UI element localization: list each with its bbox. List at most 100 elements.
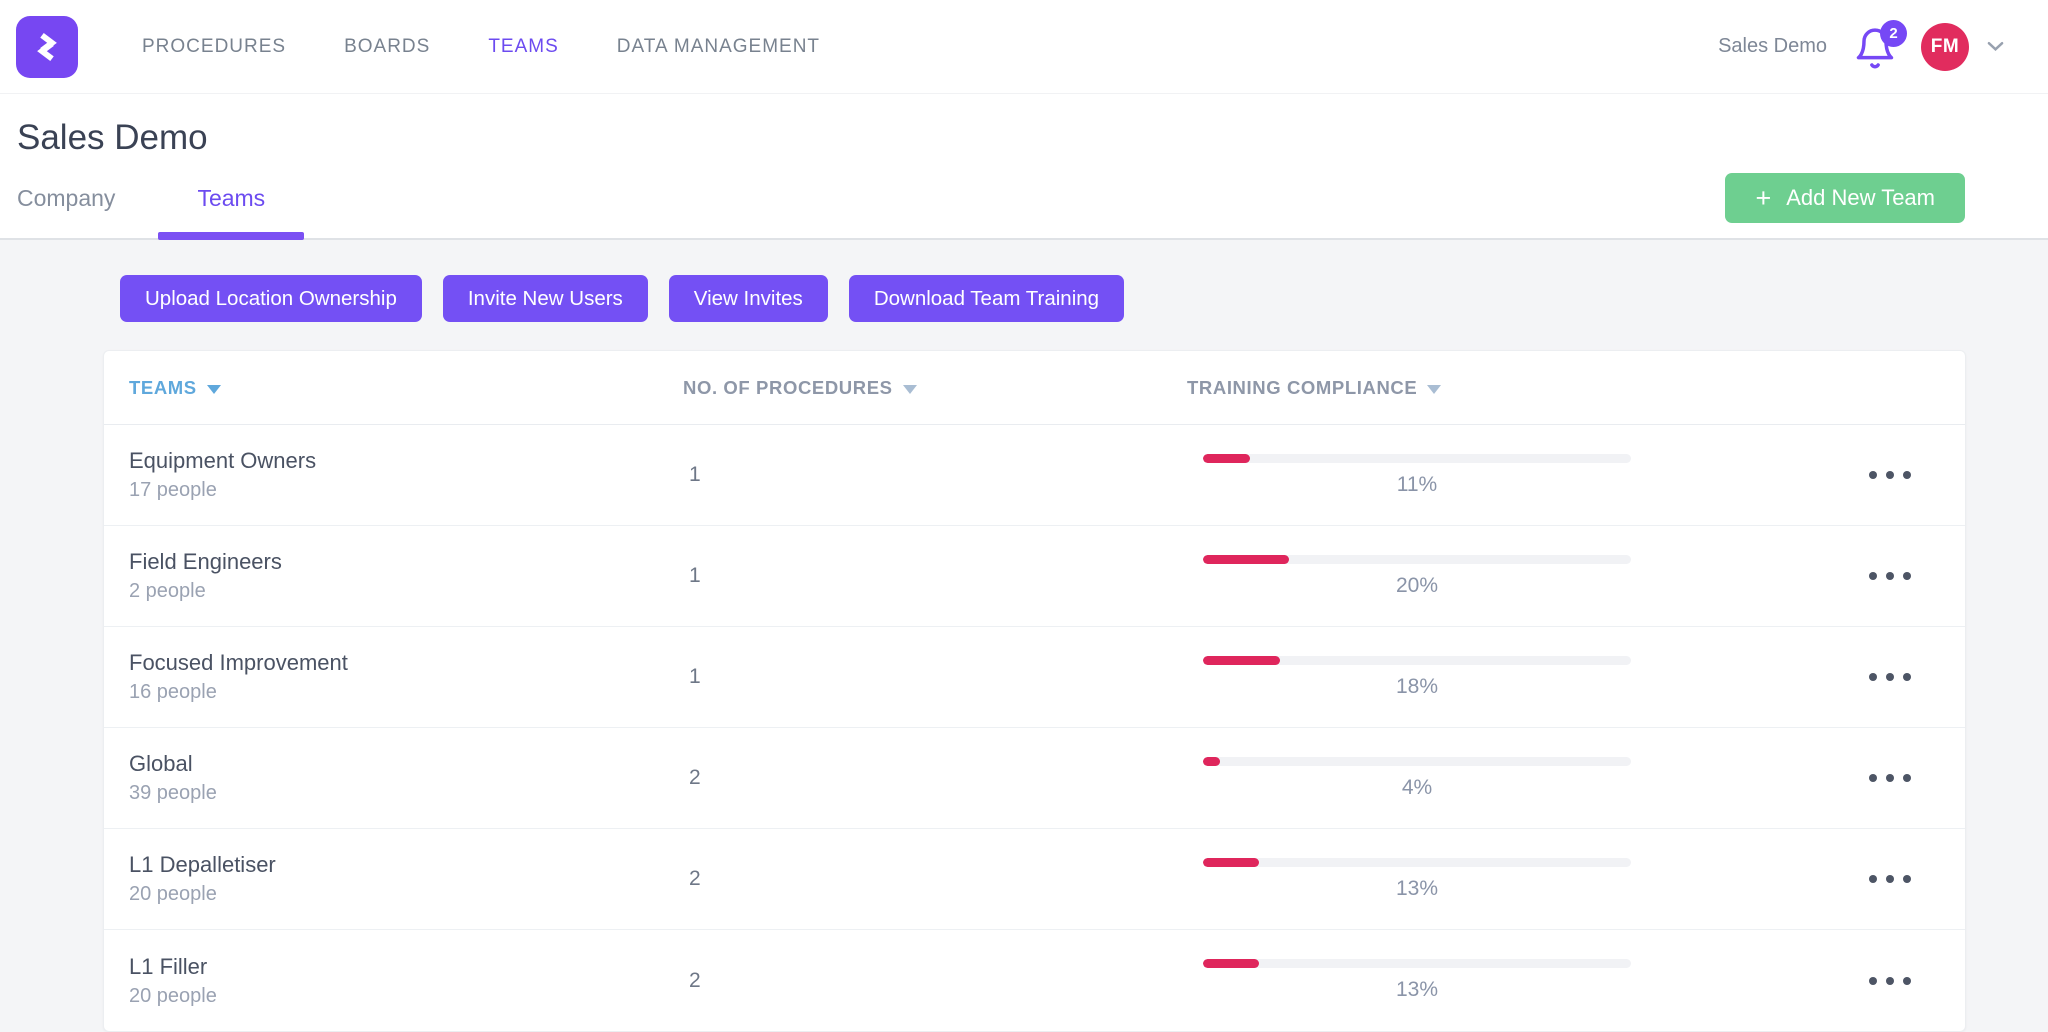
bell-icon <box>1853 25 1897 72</box>
column-header-procedures[interactable]: NO. OF PROCEDURES <box>683 377 1187 399</box>
upload-location-ownership-button[interactable]: Upload Location Ownership <box>120 275 422 322</box>
compliance-progress-track <box>1203 959 1631 968</box>
chevron-down-icon[interactable] <box>1987 41 2004 52</box>
ellipsis-icon <box>1869 774 1877 782</box>
swipeguide-logo-icon <box>27 27 67 67</box>
workspace-label: Sales Demo <box>1718 35 1827 57</box>
ellipsis-icon <box>1869 875 1877 883</box>
compliance-progress-fill <box>1203 655 1281 665</box>
compliance-cell: 18% <box>1203 655 1631 699</box>
tab-teams[interactable]: Teams <box>197 185 265 238</box>
add-new-team-button[interactable]: + Add New Team <box>1725 173 1965 223</box>
nav-item-procedures[interactable]: PROCEDURES <box>142 35 287 57</box>
table-body: Equipment Owners 17 people 1 11% Field E… <box>104 425 1965 1031</box>
column-header-compliance[interactable]: TRAINING COMPLIANCE <box>1187 377 1657 399</box>
compliance-progress-track <box>1203 655 1631 665</box>
procedures-count: 1 <box>689 564 701 587</box>
ellipsis-icon <box>1886 976 1894 985</box>
team-actions-toolbar: Upload Location Ownership Invite New Use… <box>120 275 1966 322</box>
row-menu-cell <box>1657 762 1965 794</box>
compliance-progress-fill <box>1203 857 1259 867</box>
column-header-teams[interactable]: TEAMS <box>129 377 683 399</box>
team-people-count: 17 people <box>129 479 217 501</box>
app-logo[interactable] <box>16 15 78 78</box>
team-name: Focused Improvement <box>129 650 348 675</box>
ellipsis-icon <box>1869 572 1877 580</box>
ellipsis-icon <box>1886 875 1894 883</box>
nav-item-teams[interactable]: TEAMS <box>488 35 559 57</box>
team-name: L1 Depalletiser <box>129 852 276 877</box>
team-name: L1 Filler <box>129 953 208 979</box>
procedures-header-label: NO. OF PROCEDURES <box>683 376 893 398</box>
ellipsis-icon <box>1886 774 1894 782</box>
ellipsis-icon <box>1903 572 1911 580</box>
team-cell: Equipment Owners 17 people <box>129 448 683 502</box>
procedures-count: 1 <box>689 665 701 688</box>
compliance-progress-fill <box>1203 453 1251 463</box>
page-header: Sales Demo Company Teams + Add New Team <box>0 94 2048 240</box>
user-avatar[interactable]: FM <box>1921 22 1969 71</box>
table-row: Field Engineers 2 people 1 20% <box>104 526 1965 627</box>
compliance-progress-track <box>1203 857 1631 867</box>
row-menu-button[interactable] <box>1861 863 1919 895</box>
procedures-count: 2 <box>689 867 701 890</box>
table-row: Global 39 people 2 4% <box>104 728 1965 829</box>
compliance-cell: 13% <box>1203 959 1631 1002</box>
row-menu-button[interactable] <box>1861 965 1919 997</box>
team-cell: L1 Filler 20 people <box>129 954 683 1008</box>
download-team-training-button[interactable]: Download Team Training <box>848 275 1125 322</box>
compliance-progress-track <box>1203 554 1631 564</box>
compliance-header-label: TRAINING COMPLIANCE <box>1187 376 1418 398</box>
nav-item-data-management[interactable]: DATA MANAGEMENT <box>616 35 821 57</box>
row-menu-cell <box>1657 661 1965 693</box>
teams-header-label: TEAMS <box>129 376 197 398</box>
plus-icon: + <box>1755 182 1772 213</box>
team-name: Global <box>129 751 193 776</box>
invite-new-users-button[interactable]: Invite New Users <box>442 275 648 322</box>
ellipsis-icon <box>1886 572 1894 580</box>
notifications-button[interactable]: 2 <box>1853 19 1907 72</box>
topbar-right-cluster: Sales Demo 2 FM <box>1718 19 2004 72</box>
view-invites-button[interactable]: View Invites <box>668 275 828 322</box>
team-people-count: 20 people <box>129 984 217 1007</box>
ellipsis-icon <box>1903 875 1911 883</box>
procedures-count: 2 <box>689 766 701 789</box>
team-name: Field Engineers <box>129 549 282 574</box>
sort-triangle-icon <box>902 384 917 394</box>
row-menu-cell <box>1657 863 1965 895</box>
compliance-cell: 4% <box>1203 756 1631 800</box>
primary-nav: PROCEDURES BOARDS TEAMS DATA MANAGEMENT <box>142 36 820 58</box>
compliance-percentage: 11% <box>1396 472 1438 496</box>
row-menu-button[interactable] <box>1861 560 1919 592</box>
row-menu-cell <box>1657 965 1965 997</box>
row-menu-cell <box>1657 560 1965 592</box>
main-content: Upload Location Ownership Invite New Use… <box>0 240 2048 1032</box>
team-cell: Field Engineers 2 people <box>129 549 683 603</box>
ellipsis-icon <box>1903 976 1911 985</box>
compliance-progress-track <box>1203 453 1631 463</box>
team-cell: Global 39 people <box>129 751 683 805</box>
row-menu-button[interactable] <box>1861 762 1919 794</box>
compliance-progress-fill <box>1203 959 1259 968</box>
teams-table-card: TEAMS NO. OF PROCEDURES TRAINING COMPLIA… <box>103 350 1966 1032</box>
page-title: Sales Demo <box>17 118 208 157</box>
table-row: L1 Depalletiser 20 people 2 13% <box>104 829 1965 930</box>
compliance-percentage: 13% <box>1395 978 1439 1001</box>
compliance-cell: 11% <box>1203 453 1631 497</box>
team-cell: L1 Depalletiser 20 people <box>129 852 683 906</box>
nav-item-boards[interactable]: BOARDS <box>344 35 431 57</box>
compliance-cell: 20% <box>1203 554 1631 598</box>
procedures-count: 1 <box>689 463 701 486</box>
row-menu-cell <box>1657 459 1965 491</box>
compliance-progress-track <box>1203 756 1631 766</box>
row-menu-button[interactable] <box>1861 661 1919 693</box>
tab-company[interactable]: Company <box>17 185 116 211</box>
compliance-progress-fill <box>1203 554 1289 564</box>
team-cell: Focused Improvement 16 people <box>129 650 683 704</box>
compliance-percentage: 4% <box>1401 775 1433 799</box>
team-people-count: 16 people <box>129 681 217 703</box>
table-header-row: TEAMS NO. OF PROCEDURES TRAINING COMPLIA… <box>104 351 1965 425</box>
row-menu-button[interactable] <box>1861 459 1919 491</box>
procedures-count: 2 <box>689 968 701 992</box>
team-name: Equipment Owners <box>129 448 317 473</box>
